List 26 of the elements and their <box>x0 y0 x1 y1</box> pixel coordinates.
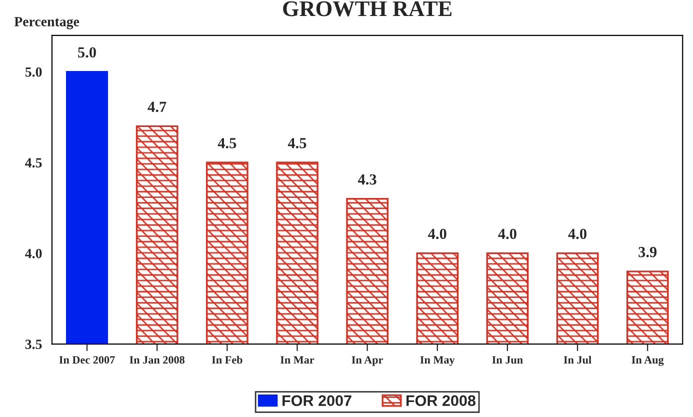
x-tick-label: In Jul <box>564 356 592 364</box>
y-tick-label: 3.5 <box>25 340 42 350</box>
y-tick-label: 5.0 <box>25 67 42 77</box>
x-tick-label: In Mar <box>280 356 314 364</box>
data-label: 4.0 <box>498 228 516 240</box>
x-tick-label: In Jun <box>492 356 523 364</box>
x-tick-label: In May <box>420 356 455 366</box>
data-label: 4.5 <box>218 138 236 148</box>
data-label: 4.5 <box>288 138 306 148</box>
chart-title: GROWTH RATE <box>283 1 452 16</box>
data-label: 4.0 <box>428 228 446 240</box>
x-tick-label: In Jan 2008 <box>130 356 184 364</box>
data-label: 5.0 <box>78 47 96 58</box>
y-tick-label: 4.0 <box>25 248 42 258</box>
x-tick-label: In Dec 2007 <box>59 356 115 364</box>
data-label: 4.0 <box>568 228 586 240</box>
y-axis-title: Percentage <box>14 17 80 30</box>
legend-label: FOR 2007 <box>282 395 352 406</box>
x-tick-label: In Aug <box>632 356 664 366</box>
data-label: 4.3 <box>358 174 376 185</box>
data-label: 4.7 <box>148 102 166 112</box>
y-tick-label: 4.5 <box>25 158 42 168</box>
legend-label: FOR 2008 <box>406 395 476 406</box>
x-tick-label: In Feb <box>212 356 242 364</box>
x-tick-label: In Apr <box>352 356 383 366</box>
data-label: 3.9 <box>638 246 657 258</box>
